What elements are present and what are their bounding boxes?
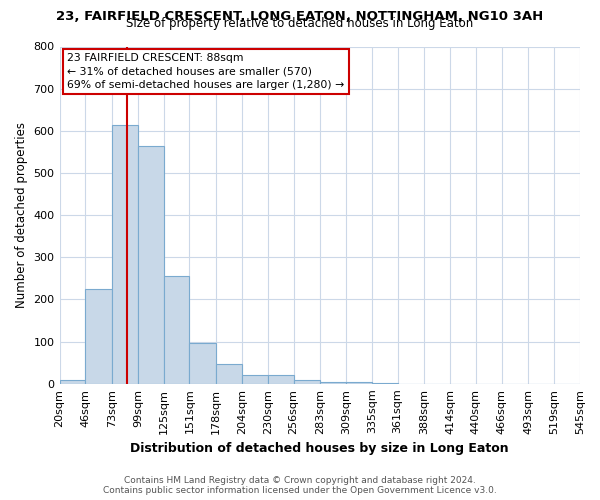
Bar: [216, 364, 242, 384]
Text: Contains HM Land Registry data © Crown copyright and database right 2024.
Contai: Contains HM Land Registry data © Crown c…: [103, 476, 497, 495]
Text: Size of property relative to detached houses in Long Eaton: Size of property relative to detached ho…: [127, 18, 473, 30]
Bar: [346, 382, 372, 384]
Bar: [372, 383, 398, 384]
Bar: [320, 382, 346, 384]
Y-axis label: Number of detached properties: Number of detached properties: [15, 122, 28, 308]
Bar: [59, 380, 85, 384]
Bar: [190, 343, 216, 384]
Bar: [164, 276, 190, 384]
Bar: [242, 374, 268, 384]
X-axis label: Distribution of detached houses by size in Long Eaton: Distribution of detached houses by size …: [130, 442, 509, 455]
Bar: [268, 374, 293, 384]
Text: 23 FAIRFIELD CRESCENT: 88sqm
← 31% of detached houses are smaller (570)
69% of s: 23 FAIRFIELD CRESCENT: 88sqm ← 31% of de…: [67, 53, 344, 90]
Bar: [85, 289, 112, 384]
Bar: [293, 380, 320, 384]
Text: 23, FAIRFIELD CRESCENT, LONG EATON, NOTTINGHAM, NG10 3AH: 23, FAIRFIELD CRESCENT, LONG EATON, NOTT…: [56, 10, 544, 23]
Bar: [138, 146, 164, 384]
Bar: [112, 124, 138, 384]
